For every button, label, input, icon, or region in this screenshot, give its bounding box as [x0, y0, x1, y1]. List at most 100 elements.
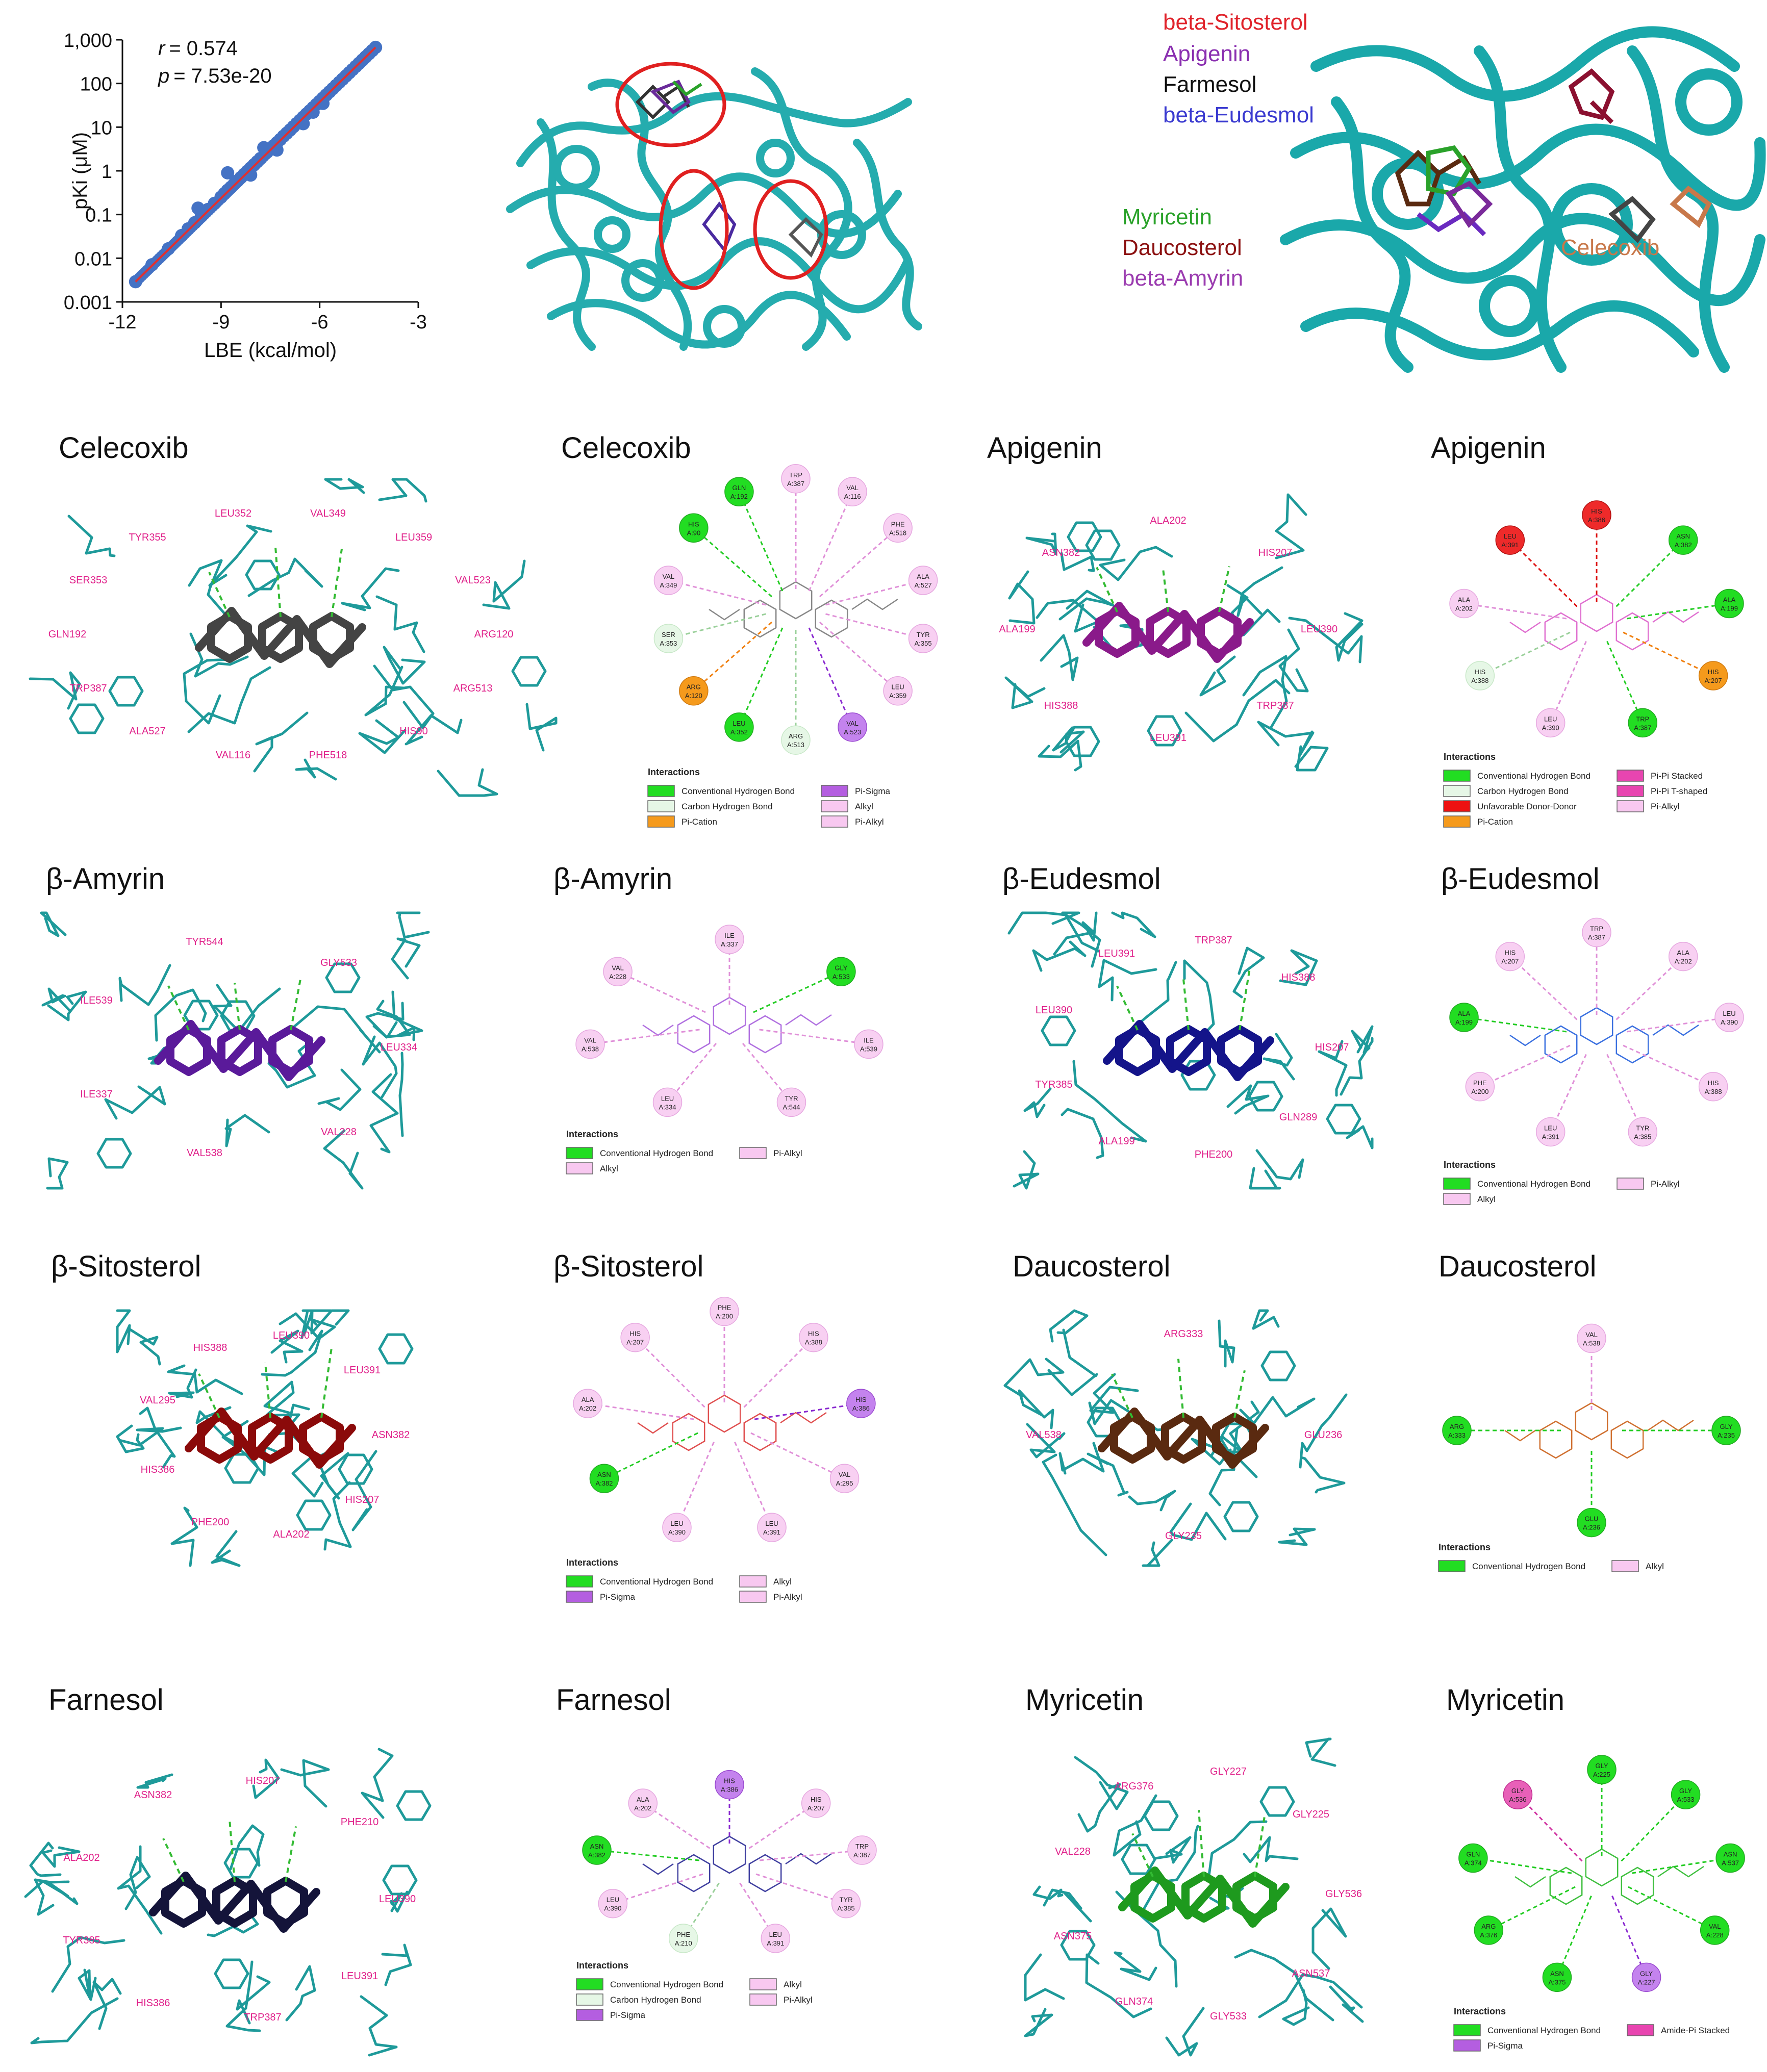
svg-text:Pi-Alkyl: Pi-Alkyl: [1651, 1179, 1680, 1189]
svg-text:A:385: A:385: [1634, 1133, 1651, 1140]
svg-text:Conventional Hydrogen Bond: Conventional Hydrogen Bond: [681, 786, 795, 796]
residue-label: GLN192: [48, 629, 87, 640]
svg-text:ASN: ASN: [590, 1843, 604, 1850]
svg-text:ARG: ARG: [789, 732, 803, 740]
ligand-skeleton: [1509, 594, 1699, 651]
hbond-dash: [1233, 1370, 1246, 1418]
residue-label: VAL228: [1055, 1846, 1091, 1857]
svg-text:A:538: A:538: [1583, 1339, 1600, 1347]
residue-label: ASN537: [1292, 1968, 1330, 1979]
farnesol-3d-binding-view: LEU390 LEU391 TRP387 HIS386 TYR385 ALA202 ASN3…: [24, 1748, 432, 2057]
svg-text:GLY: GLY: [1511, 1787, 1524, 1795]
residue-label: HIS388: [193, 1342, 228, 1353]
legend-title: Interactions: [1444, 752, 1496, 762]
residue-label: ASN382: [134, 1789, 172, 1801]
legend-item: Pi-Pi T-shaped: [1617, 785, 1707, 797]
legend-item: Alkyl: [821, 800, 873, 812]
svg-text:A:388: A:388: [1705, 1088, 1722, 1095]
svg-text:A:391: A:391: [763, 1528, 780, 1536]
svg-text:HIS: HIS: [811, 1796, 822, 1803]
legend-item: Conventional Hydrogen Bond: [576, 1978, 723, 1990]
residue-label: HIS388: [1044, 700, 1078, 711]
svg-text:A:386: A:386: [1588, 516, 1605, 524]
hbond-dash: [1254, 1813, 1266, 1877]
ligand-sticks: [1082, 602, 1254, 663]
lbe-pki-scatter-chart: 1,000 100 10 1 0.1 0.01 0.001-12 -9 -6 -3 LBE (kca…: [64, 30, 427, 362]
y-tick-label: 0.001: [64, 292, 112, 314]
legend-item: Pi-Sigma: [1453, 2039, 1523, 2052]
residue-label: HIS388: [1281, 972, 1316, 983]
svg-text:ALA: ALA: [1723, 596, 1736, 604]
hbond-dash: [162, 1838, 185, 1882]
svg-text:A:376: A:376: [1480, 1931, 1497, 1939]
residue-label: HIS207: [246, 1775, 280, 1786]
svg-text:A:391: A:391: [1501, 541, 1519, 549]
residue-label: TYR385: [63, 1935, 100, 1946]
svg-text:LEU: LEU: [765, 1520, 778, 1527]
residue-label: ARG376: [1115, 1781, 1154, 1792]
legend-item: Pi-Pi Stacked: [1617, 770, 1703, 782]
legend-item: Pi-Sigma: [576, 2009, 646, 2021]
residue-label: HIS90: [399, 726, 428, 737]
svg-text:HIS: HIS: [855, 1396, 867, 1403]
svg-text:A:390: A:390: [1542, 724, 1559, 731]
binding-site-circle-right: [753, 179, 828, 280]
residue-label: TRP387: [244, 2012, 281, 2023]
residue-label: VAL538: [1026, 1429, 1062, 1441]
y-axis-label: pKi (μM): [69, 132, 91, 210]
residue-label: ARG333: [1164, 1328, 1203, 1340]
svg-text:A:90: A:90: [687, 529, 700, 536]
svg-text:A:387: A:387: [853, 1851, 871, 1859]
svg-text:A:337: A:337: [721, 940, 738, 948]
interaction-line: [667, 1043, 717, 1103]
interaction-line: [1606, 641, 1644, 723]
label-celecoxib: Celecoxib: [1561, 235, 1659, 260]
svg-text:A:390: A:390: [668, 1528, 686, 1536]
svg-text:TRP: TRP: [1590, 925, 1603, 932]
svg-text:LEU: LEU: [892, 683, 904, 691]
interaction-line: [819, 621, 899, 692]
interaction-line: [755, 1873, 847, 1905]
svg-text:A:116: A:116: [844, 493, 861, 500]
svg-text:VAL: VAL: [612, 964, 624, 971]
residue-label: PHE518: [309, 750, 347, 761]
svg-text:TYR: TYR: [840, 1896, 853, 1904]
svg-text:A:382: A:382: [1675, 541, 1692, 549]
residue-sticks: [24, 1748, 432, 2057]
interaction-line: [1550, 641, 1587, 723]
svg-text:A:227: A:227: [1638, 1978, 1655, 1986]
residue-label: ASN382: [1042, 547, 1080, 558]
panel-title-apigenin-2d: Apigenin: [1431, 431, 1546, 465]
svg-text:GLN: GLN: [1467, 1851, 1480, 1858]
interaction-line: [603, 1432, 698, 1479]
legend-item: Pi-Sigma: [821, 785, 891, 797]
svg-text:A:387: A:387: [787, 480, 804, 488]
svg-text:A:207: A:207: [1705, 677, 1722, 684]
legend-title: Interactions: [566, 1557, 618, 1568]
panel-title-celecoxib-2d: Celecoxib: [561, 431, 691, 465]
svg-text:Carbon Hydrogen Bond: Carbon Hydrogen Bond: [681, 802, 773, 811]
legend-item: Pi-Alkyl: [739, 1591, 802, 1603]
svg-text:HIS: HIS: [808, 1330, 819, 1338]
svg-text:Pi-Pi Stacked: Pi-Pi Stacked: [1651, 771, 1703, 781]
svg-text:HIS: HIS: [688, 520, 699, 528]
svg-text:Pi-Sigma: Pi-Sigma: [855, 786, 891, 796]
panel-title-farnesol-3d: Farnesol: [48, 1683, 164, 1717]
svg-text:GLY: GLY: [1595, 1762, 1608, 1770]
svg-text:VAL: VAL: [1585, 1331, 1598, 1338]
legend-item: Amide-Pi Stacked: [1627, 2024, 1730, 2036]
